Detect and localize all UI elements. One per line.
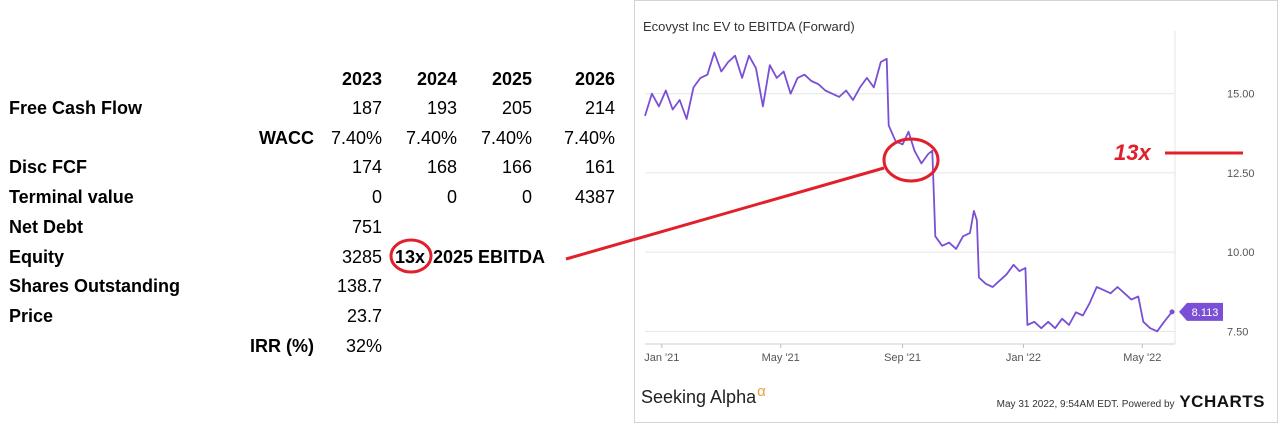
table-cell: 0 xyxy=(521,187,532,208)
table-cell: 0 xyxy=(446,187,457,208)
dcf-table: 2023 2024 2025 2026 Free Cash Flow 187 193 205 2… xyxy=(9,69,615,356)
chart-card: Ecovyst Inc EV to EBITDA (Forward) 7.50 1… xyxy=(634,0,1278,423)
row-label: Disc FCF xyxy=(9,157,88,178)
equity-multiple: 13x xyxy=(395,246,426,267)
series-line xyxy=(644,51,1173,333)
annotation-13x-label: 13x xyxy=(1114,140,1151,165)
year-header: 2025 xyxy=(491,69,532,89)
chart-footer-stamp: May 31 2022, 9:54AM EDT. Powered by YCHA… xyxy=(997,392,1265,412)
year-header: 2023 xyxy=(341,69,382,89)
last-value-badge xyxy=(1179,302,1223,321)
table-cell: 7.40% xyxy=(563,127,615,148)
x-tick-label: Sep '21 xyxy=(884,352,921,364)
chart-title: Ecovyst Inc EV to EBITDA (Forward) xyxy=(643,19,855,34)
y-tick-label: 15.00 xyxy=(1227,89,1255,101)
alpha-icon: α xyxy=(757,383,766,400)
x-tick-label: May '21 xyxy=(762,352,800,364)
row-label: Free Cash Flow xyxy=(9,98,143,118)
x-tick-label: Jan '22 xyxy=(1006,352,1041,364)
table-cell: 7.40% xyxy=(330,127,382,148)
equity-multiple-basis: 2025 EBITDA xyxy=(433,246,546,267)
last-point xyxy=(1169,309,1175,315)
table-cell: 3285 xyxy=(341,246,382,267)
row-label: Net Debt xyxy=(9,216,84,237)
table-cell: 174 xyxy=(351,157,382,178)
table-cell: 7.40% xyxy=(405,127,457,148)
timestamp: May 31 2022, 9:54AM EDT. xyxy=(996,399,1119,410)
powered-by: Powered by xyxy=(1121,399,1175,410)
row-label: Equity xyxy=(9,246,65,267)
row-label: IRR (%) xyxy=(250,335,314,356)
table-cell: 168 xyxy=(426,157,457,178)
chart-plot: 7.50 10.00 12.50 15.00 Jan '21 May '21 Sep '21… xyxy=(644,31,1255,364)
table-cell: 193 xyxy=(426,98,457,118)
table-cell: 138.7 xyxy=(336,276,382,297)
table-cell: 7.40% xyxy=(480,127,532,148)
last-value-label: 8.113 xyxy=(1192,307,1219,319)
table-cell: 161 xyxy=(584,157,615,178)
table-cell: 751 xyxy=(351,216,382,237)
row-label: Shares Outstanding xyxy=(9,276,181,297)
y-tick-label: 7.50 xyxy=(1227,326,1248,338)
table-cell: 0 xyxy=(371,187,382,208)
y-tick-label: 10.00 xyxy=(1227,247,1255,259)
row-label: WACC xyxy=(259,127,314,148)
x-tick-label: Jan '21 xyxy=(644,352,679,364)
row-label: Terminal value xyxy=(9,187,134,208)
ycharts-logo[interactable]: YCHARTS xyxy=(1179,392,1265,411)
table-cell: 23.7 xyxy=(346,305,382,326)
table-cell: 4387 xyxy=(574,187,615,208)
year-header: 2024 xyxy=(416,69,457,89)
table-cell: 205 xyxy=(501,98,532,118)
table-cell: 214 xyxy=(584,98,615,118)
x-tick-label: May '22 xyxy=(1123,352,1161,364)
year-header: 2026 xyxy=(574,69,615,89)
table-cell: 32% xyxy=(345,335,382,356)
table-cell: 187 xyxy=(351,98,382,118)
y-tick-label: 12.50 xyxy=(1227,168,1255,180)
table-cell: 166 xyxy=(501,157,532,178)
seeking-alpha-logo: Seeking Alphaα xyxy=(641,383,766,407)
row-label: Price xyxy=(9,305,54,326)
